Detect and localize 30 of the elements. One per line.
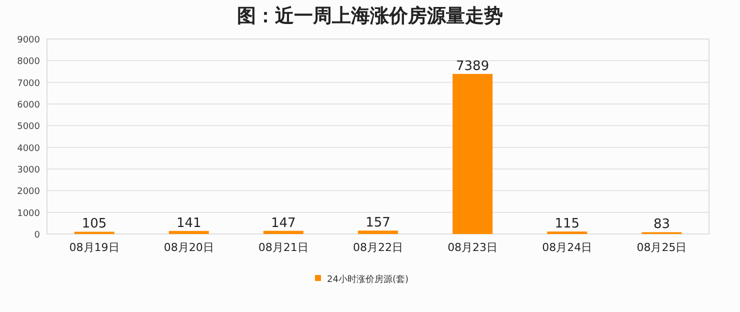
legend-label: 24小时涨价房源(套) xyxy=(327,274,408,285)
y-tick-label: 1000 xyxy=(17,208,40,219)
data-label: 105 xyxy=(82,216,107,232)
bar xyxy=(358,230,398,234)
bar xyxy=(263,230,304,234)
x-tick-label: 08月25日 xyxy=(636,241,687,254)
bar xyxy=(168,230,209,234)
x-tick-label: 08月19日 xyxy=(69,241,120,254)
y-tick-label: 0 xyxy=(34,230,40,240)
data-label: 115 xyxy=(554,216,580,232)
x-tick-label: 08月20日 xyxy=(164,241,214,254)
y-tick-label: 2000 xyxy=(17,187,40,198)
data-label: 7389 xyxy=(456,58,490,74)
y-tick-label: 6000 xyxy=(17,100,40,110)
x-tick-label: 08月22日 xyxy=(353,241,403,254)
y-tick-label: 7000 xyxy=(17,78,40,89)
x-tick-label: 08月23日 xyxy=(448,241,498,254)
y-tick-label: 4000 xyxy=(17,144,40,154)
y-tick-label: 5000 xyxy=(17,122,40,132)
y-tick-label: 3000 xyxy=(17,166,40,176)
data-label: 141 xyxy=(176,216,202,231)
x-tick-label: 08月24日 xyxy=(542,241,592,254)
data-label: 147 xyxy=(271,216,296,231)
data-label: 83 xyxy=(653,217,670,232)
x-tick-label: 08月21日 xyxy=(258,241,308,254)
y-tick-label: 9000 xyxy=(17,36,40,46)
chart-title: 图：近一周上海涨价房源量走势 xyxy=(237,5,503,27)
data-label: 157 xyxy=(366,216,390,231)
bar xyxy=(452,74,493,234)
y-tick-label: 8000 xyxy=(17,57,40,68)
